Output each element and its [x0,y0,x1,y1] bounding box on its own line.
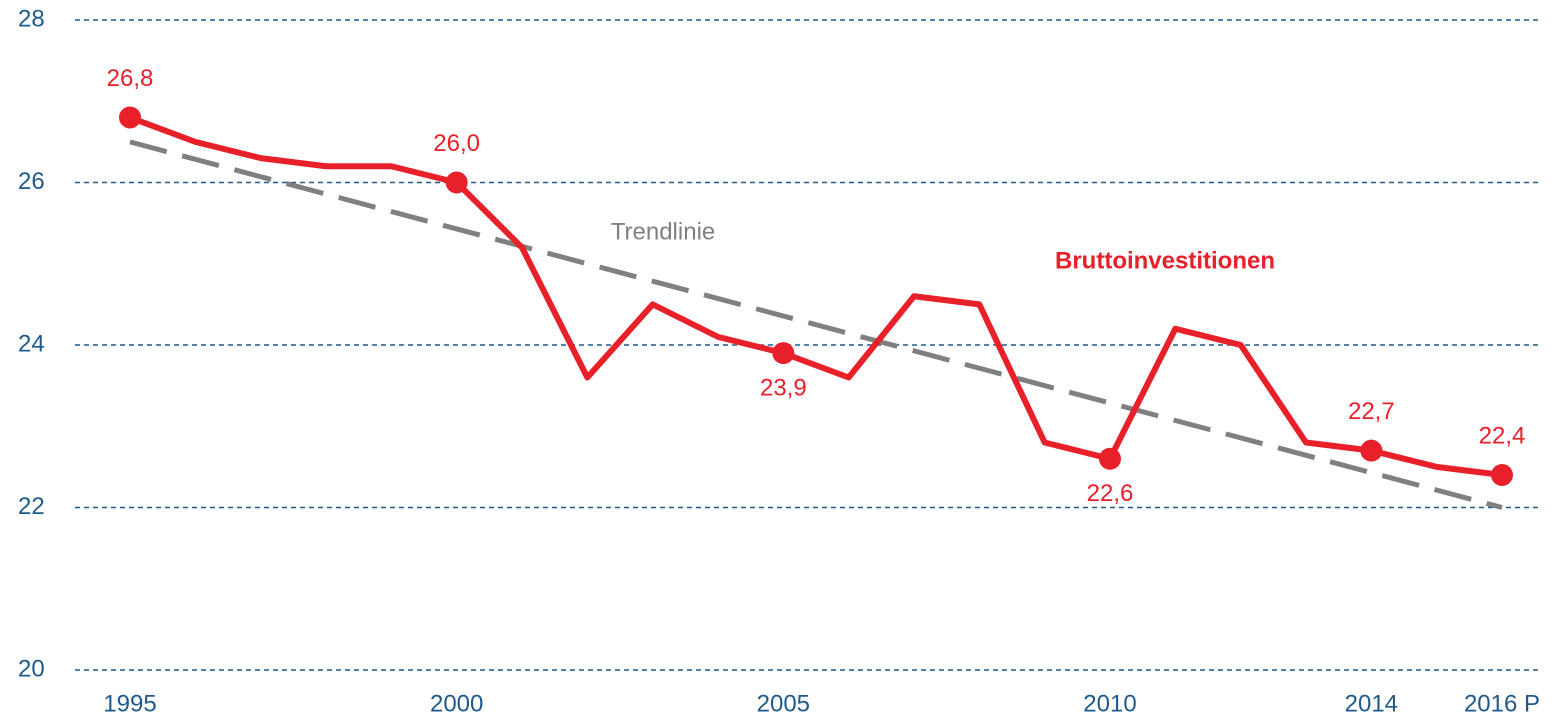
x-tick-label: 2005 [757,690,810,717]
y-tick-label: 24 [18,330,45,357]
point [1099,447,1121,470]
x-tick-label: 2016 P [1464,690,1540,717]
data-label: 22,4 [1479,422,1526,449]
x-tick-label: 2000 [430,690,483,717]
point [772,342,795,365]
x-tick-label: 1995 [103,690,156,717]
series-label: Bruttoinvestitionen [1055,247,1275,274]
y-tick-label: 20 [18,655,45,682]
point [1491,464,1513,486]
x-tick-label: 2010 [1083,690,1136,717]
trend-label: Trendlinie [611,218,716,245]
y-tick-label: 28 [18,5,45,32]
point [445,171,468,194]
y-tick-label: 22 [18,493,45,520]
data-label: 22,6 [1087,480,1134,507]
data-label: 23,9 [760,374,807,401]
point [119,106,141,129]
x-tick-label: 2014 [1345,690,1398,717]
data-label: 22,7 [1348,398,1395,425]
point [1360,439,1383,462]
series-line [128,114,1503,478]
data-label: 26,0 [433,130,480,157]
data-label: 26,8 [107,65,154,92]
y-tick-label: 26 [18,168,45,195]
trend-line [129,139,1503,510]
